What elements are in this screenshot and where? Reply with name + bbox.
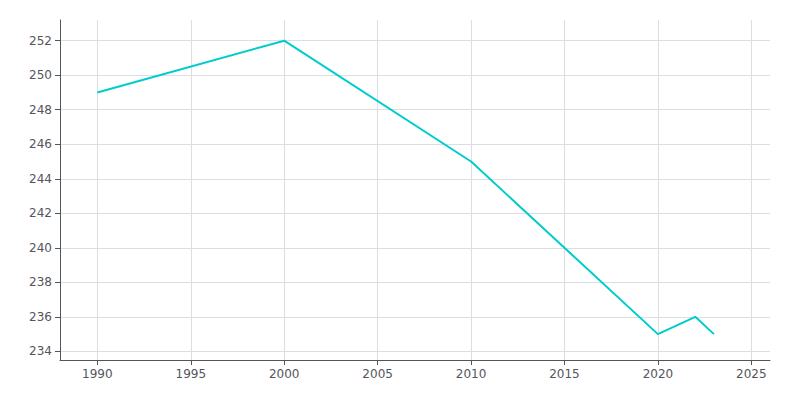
svg-text:234: 234	[29, 344, 52, 358]
svg-text:2015: 2015	[549, 367, 580, 381]
svg-text:2000: 2000	[269, 367, 300, 381]
svg-text:2005: 2005	[362, 367, 393, 381]
svg-text:244: 244	[29, 172, 52, 186]
svg-text:238: 238	[29, 275, 52, 289]
svg-text:250: 250	[29, 68, 52, 82]
svg-text:242: 242	[29, 206, 52, 220]
svg-text:246: 246	[29, 137, 52, 151]
svg-text:236: 236	[29, 310, 52, 324]
svg-text:248: 248	[29, 103, 52, 117]
svg-text:2010: 2010	[456, 367, 487, 381]
svg-text:1995: 1995	[176, 367, 207, 381]
svg-text:2025: 2025	[736, 367, 767, 381]
svg-text:240: 240	[29, 241, 52, 255]
svg-text:2020: 2020	[643, 367, 674, 381]
svg-text:252: 252	[29, 34, 52, 48]
svg-text:1990: 1990	[82, 367, 113, 381]
